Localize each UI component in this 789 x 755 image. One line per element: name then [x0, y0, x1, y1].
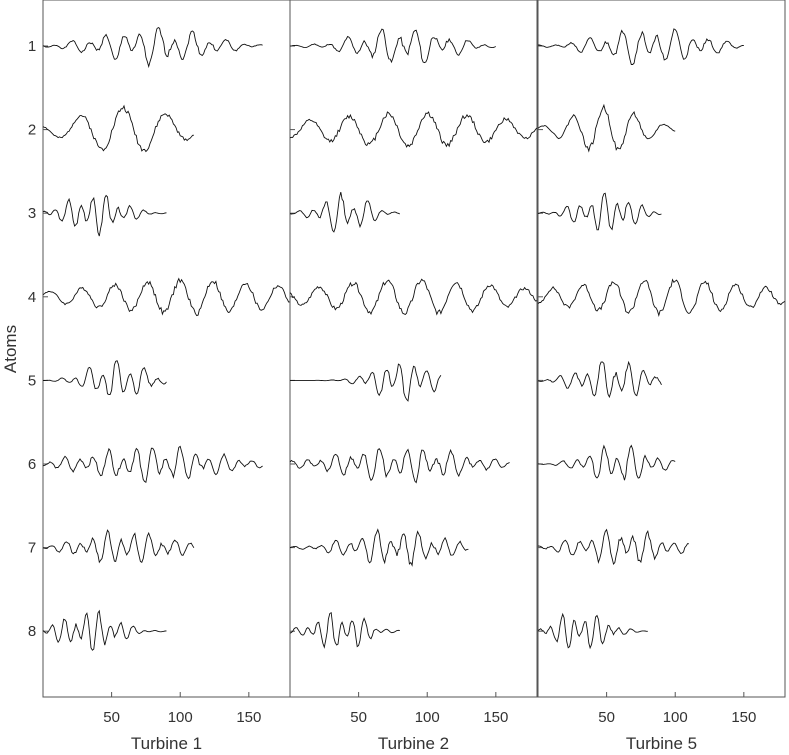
- row-label: 8: [28, 623, 36, 640]
- x-tick-label: 50: [103, 709, 120, 726]
- panel-frame: [289, 0, 538, 698]
- atom-waveform: [289, 528, 469, 567]
- y-axis-label: Atoms: [1, 325, 20, 373]
- panel-3: 50 100 150 Turbine 5: [537, 0, 786, 753]
- atom-waveform: [289, 28, 496, 64]
- atom-waveform: [42, 26, 263, 69]
- row-label: 6: [28, 456, 36, 473]
- atom-waveform: [537, 103, 676, 153]
- x-tick-label: 150: [731, 709, 756, 726]
- panel-2: 50 100 150 Turbine 2: [289, 0, 538, 753]
- atom-waveform: [538, 28, 744, 65]
- row-label: 1: [28, 38, 36, 55]
- panel-frame: [42, 0, 291, 698]
- atom-waveform: [289, 611, 400, 649]
- x-tick-label: 50: [350, 709, 367, 726]
- x-tick-label: 100: [168, 709, 193, 726]
- atom-waveform: [537, 192, 662, 231]
- row-label: 5: [28, 372, 36, 389]
- x-tick-label: 100: [663, 709, 688, 726]
- atom-waveform: [42, 277, 291, 317]
- x-tick-label: 150: [483, 709, 508, 726]
- panel-xlabel: Turbine 2: [378, 734, 449, 753]
- panels: 50 100 150 Turbine 1 50 100 150 Turbine 2 50 100 1…: [42, 0, 786, 753]
- atom-waveform: [42, 104, 194, 153]
- panel-xlabel: Turbine 5: [626, 734, 697, 753]
- x-tick-label: 100: [415, 709, 440, 726]
- atom-waveform: [42, 360, 167, 395]
- atom-waveform: [42, 194, 167, 237]
- atom-waveform: [537, 360, 662, 399]
- atom-waveform: [537, 444, 676, 481]
- panel-xlabel: Turbine 1: [131, 734, 202, 753]
- atom-waveform: [289, 191, 400, 233]
- panel-frame: [537, 0, 786, 698]
- atom-waveform: [537, 528, 689, 566]
- atom-waveform: [42, 445, 263, 484]
- row-labels: 1 2 3 4 5 6 7 8: [28, 38, 36, 640]
- atom-waveform: [290, 363, 442, 402]
- x-tick-label: 150: [236, 709, 261, 726]
- row-label: 4: [28, 289, 36, 306]
- atom-waveform: [289, 111, 538, 148]
- x-tick-label: 50: [598, 709, 615, 726]
- atom-waveform: [42, 529, 195, 564]
- atom-waveform: [42, 609, 167, 651]
- row-label: 7: [28, 540, 36, 557]
- row-label: 2: [28, 122, 36, 139]
- panel-1: 50 100 150 Turbine 1: [42, 0, 291, 753]
- atom-waveform: [289, 278, 538, 316]
- atom-waveform: [289, 448, 510, 484]
- atom-waveform: [537, 278, 786, 318]
- row-label: 3: [28, 205, 36, 222]
- atom-waveform: [537, 612, 648, 650]
